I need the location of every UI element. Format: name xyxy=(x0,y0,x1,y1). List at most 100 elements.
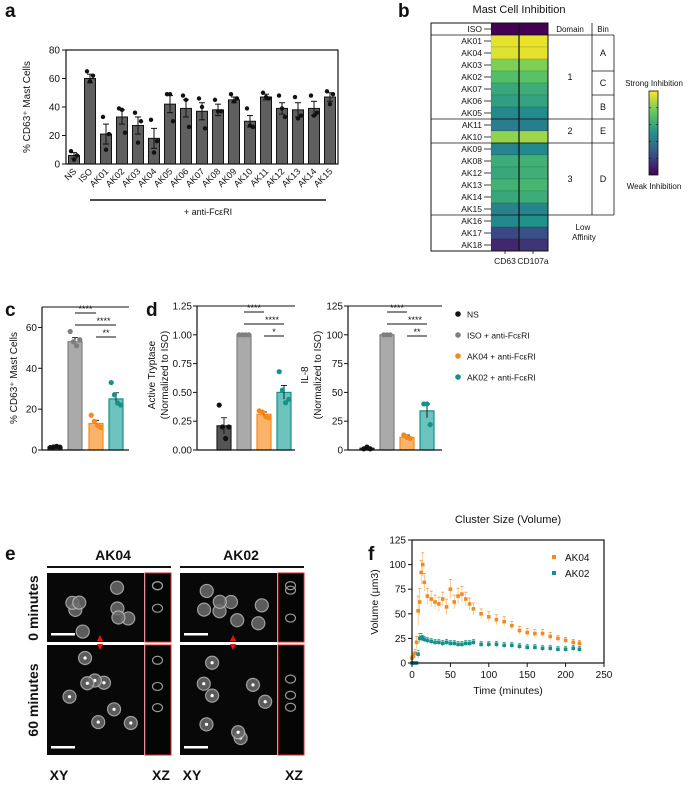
row-label: AK18 xyxy=(461,240,482,250)
data-point-ak04 xyxy=(440,597,445,601)
heatmap-cell xyxy=(490,154,520,168)
data-point xyxy=(103,147,109,152)
data-point-ak04 xyxy=(548,634,553,639)
data-point-ak02 xyxy=(416,652,420,656)
data-point xyxy=(260,90,266,95)
data-point-ak04 xyxy=(502,619,506,624)
data-point xyxy=(286,396,292,402)
data-point xyxy=(295,116,301,121)
row-label: AK16 xyxy=(461,216,482,226)
data-point xyxy=(259,409,265,415)
data-point xyxy=(57,444,63,450)
xz-image xyxy=(144,572,172,643)
bin-label: C xyxy=(600,78,607,88)
y-tick-label: 1.00 xyxy=(173,330,193,341)
data-point-ak04 xyxy=(452,600,457,604)
xz-image xyxy=(277,572,305,643)
data-point-ak02 xyxy=(571,646,576,651)
cell-cluster xyxy=(251,683,255,687)
heatmap-cell xyxy=(490,166,520,180)
y-tick-label: 100 xyxy=(326,330,343,341)
data-point xyxy=(74,153,80,158)
y-tick-label: 1.25 xyxy=(173,302,193,313)
data-point-ak04 xyxy=(422,580,427,585)
domain-label: 1 xyxy=(567,72,572,82)
cell-cluster xyxy=(129,721,133,725)
legend-marker xyxy=(455,374,461,380)
heatmap-cell xyxy=(490,202,520,216)
data-point xyxy=(282,114,288,120)
y-tick-label: 25 xyxy=(332,417,344,428)
data-point-ak04 xyxy=(414,640,419,645)
y-tick-label: 0 xyxy=(54,160,60,171)
data-point-ak04 xyxy=(556,636,560,641)
cell-cluster xyxy=(83,656,87,660)
heatmap-cell xyxy=(490,226,520,240)
data-point-ak02 xyxy=(548,646,553,651)
view-label-xz: XZ xyxy=(152,767,170,783)
heatmap-cell xyxy=(490,106,520,120)
data-point-ak04 xyxy=(525,630,529,635)
cell-cluster xyxy=(204,722,209,726)
x-axis-label: Time (minutes) xyxy=(473,685,543,697)
y-tick-label: 0.25 xyxy=(173,417,193,428)
tick-label: NS xyxy=(62,166,78,182)
data-point xyxy=(70,339,76,345)
data-point xyxy=(170,119,176,124)
cell-cluster xyxy=(236,730,240,734)
data-point-ak04 xyxy=(563,638,568,643)
data-point-ak02 xyxy=(452,641,457,646)
view-label-xz: XZ xyxy=(285,767,303,783)
y-tick-label: 50 xyxy=(332,388,344,399)
data-point xyxy=(427,422,433,428)
heatmap-cell xyxy=(490,130,520,144)
data-point-ak02 xyxy=(487,642,491,647)
panel-label-c: c xyxy=(5,300,16,321)
bar-AK15 xyxy=(324,96,336,165)
slice-marker xyxy=(97,644,103,650)
domain-header: Domain xyxy=(556,25,584,34)
xy-image xyxy=(47,573,144,642)
domain-label-line: Affinity xyxy=(572,233,596,242)
cell-cluster xyxy=(263,700,267,704)
y-tick-label: 0.75 xyxy=(173,359,193,370)
data-point xyxy=(298,113,304,118)
data-point xyxy=(231,99,237,104)
data-point-ak02 xyxy=(422,637,427,642)
significance-label: **** xyxy=(265,315,280,325)
data-point-ak04 xyxy=(437,602,441,606)
data-point xyxy=(183,97,189,103)
cell xyxy=(72,595,87,610)
row-label: AK15 xyxy=(461,204,482,214)
bar-iso xyxy=(379,334,395,451)
heatmap-cell xyxy=(518,154,549,168)
data-point xyxy=(327,101,333,107)
data-point-ak04 xyxy=(429,597,433,601)
slice-marker xyxy=(230,644,236,650)
timepoint-label: 60 minutes xyxy=(25,663,41,736)
data-point-ak04 xyxy=(460,592,464,596)
data-point xyxy=(367,446,373,452)
treatment-label: + anti-FcεRI xyxy=(184,207,232,217)
data-point xyxy=(119,107,125,113)
data-point-ak02 xyxy=(510,643,514,648)
y-tick-label: 0 xyxy=(31,446,37,457)
y-tick-label: 60 xyxy=(26,323,38,334)
heatmap-cell xyxy=(518,202,549,216)
cell xyxy=(251,616,266,631)
column-label: CD63 xyxy=(494,256,516,266)
data-point xyxy=(292,94,298,100)
y-tick-label: 0.50 xyxy=(173,388,193,399)
row-label: ISO xyxy=(467,24,482,34)
data-point xyxy=(108,379,114,386)
bin-header: Bin xyxy=(597,25,609,34)
row-label: AK03 xyxy=(461,60,482,70)
scale-bar xyxy=(51,746,75,749)
xz-cell xyxy=(284,581,297,591)
y-tick-label: 75 xyxy=(395,585,407,596)
domain-label-line: Low xyxy=(576,223,593,232)
data-point-ak04 xyxy=(577,641,582,646)
xy-image xyxy=(47,645,144,755)
data-point xyxy=(226,424,232,430)
data-point-ak02 xyxy=(517,644,522,649)
